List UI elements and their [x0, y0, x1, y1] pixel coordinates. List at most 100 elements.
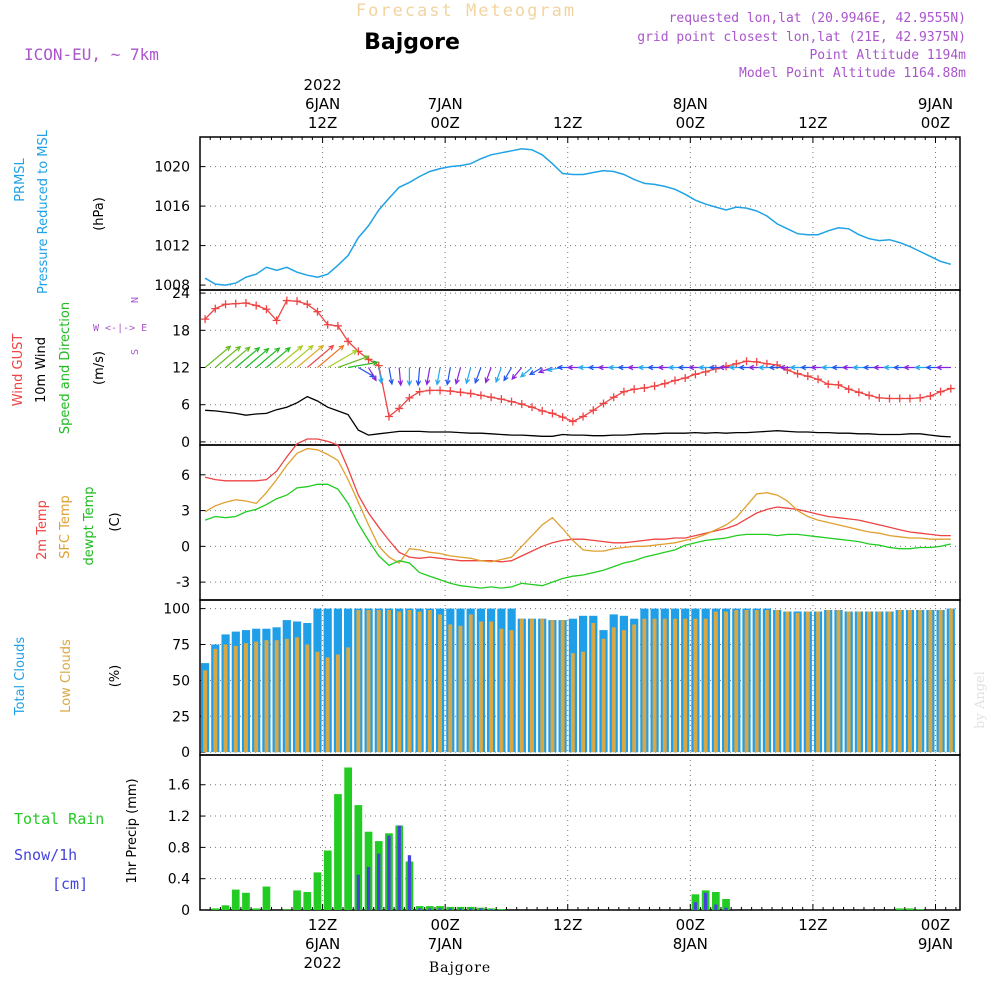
direction-label: Speed and Direction: [58, 302, 73, 434]
gust-point: [282, 296, 291, 305]
wind-direction-arrow: [266, 346, 291, 368]
low-cloud-bar: [274, 640, 279, 753]
time-label: 8JAN: [673, 95, 708, 113]
y-tick-label: 0.8: [168, 840, 190, 856]
low-cloud-bar: [346, 647, 351, 753]
gust-point: [538, 406, 547, 415]
gust-line: [204, 299, 951, 423]
gust-point: [834, 380, 843, 389]
rain-bar: [221, 905, 230, 910]
time-label: 00Z: [430, 916, 459, 934]
time-label: 12Z: [798, 114, 827, 132]
wind-direction-arrow: [337, 355, 370, 369]
gust-point: [466, 389, 475, 398]
time-label: 12Z: [553, 114, 582, 132]
y-tick-label: 75: [172, 637, 190, 653]
low-cloud-bar: [468, 614, 473, 753]
rain-bar: [426, 906, 434, 910]
pressure-line: [204, 148, 952, 286]
wind-direction-arrow: [327, 349, 359, 369]
rain-bar: [242, 892, 250, 910]
time-label: 12Z: [308, 916, 337, 934]
model-label: ICON-EU, ~ 7km: [24, 45, 159, 64]
gust-point: [671, 376, 679, 385]
gust-point: [660, 379, 669, 388]
gust-point: [803, 372, 812, 381]
low-cloud-bar: [284, 638, 289, 753]
snow-bar: [366, 866, 371, 910]
low-cloud-bar: [662, 618, 667, 753]
gust-point: [609, 393, 618, 402]
time-label: 2022: [303, 954, 341, 972]
low-cloud-bar: [336, 654, 340, 753]
compass-north: N: [130, 297, 141, 303]
snow-bar: [693, 902, 698, 910]
low-cloud-bar: [703, 618, 708, 753]
rain-bar: [303, 892, 312, 910]
wind-direction-arrow: [214, 345, 242, 368]
low-cloud-bar: [856, 611, 861, 753]
wind-direction-arrow: [406, 367, 413, 387]
wind-direction-arrow: [435, 367, 441, 386]
low-cloud-bar: [744, 610, 749, 753]
y-tick-label: 12: [172, 361, 190, 377]
time-label: 6JAN: [305, 95, 340, 113]
y-tick-label: 1.6: [168, 778, 190, 794]
y-tick-label: 0: [181, 903, 190, 919]
snow-bar: [714, 904, 718, 910]
rain-bar: [283, 909, 291, 910]
snow-bar: [458, 908, 463, 910]
compass-south: S: [130, 349, 141, 355]
gust-label: Wind GUST: [11, 334, 26, 407]
requested-coords: requested lon,lat (20.9946E, 42.9555N): [669, 11, 966, 26]
gust-point: [568, 417, 577, 426]
low-cloud-bar: [826, 610, 831, 753]
snow-bar: [489, 909, 493, 910]
wind-direction-arrow: [495, 367, 502, 384]
temp2m-line: [204, 438, 951, 563]
wind-direction-arrow: [367, 367, 377, 382]
low-cloud-bar: [540, 618, 545, 753]
dewpt-line: [204, 483, 951, 589]
forecast-title: Forecast Meteogram: [356, 1, 576, 21]
gust-point: [630, 385, 639, 394]
time-label: 00Z: [921, 916, 950, 934]
rain-bar: [906, 908, 914, 910]
gust-point: [844, 385, 853, 394]
low-cloud-bar: [509, 630, 514, 753]
time-label: 2022: [303, 76, 341, 94]
wind-direction-arrow: [519, 367, 533, 378]
gust-point: [814, 375, 823, 384]
gust-point: [946, 384, 955, 393]
gust-point: [405, 393, 414, 402]
pressure-panel: [204, 148, 952, 286]
wind10m-label: 10m Wind: [34, 337, 49, 403]
wind-direction-arrow: [286, 344, 314, 368]
low-cloud-bar: [397, 611, 402, 753]
gust-point: [589, 406, 598, 415]
low-cloud-bar: [407, 610, 412, 753]
gust-point: [395, 404, 404, 413]
low-cloud-bar: [805, 611, 810, 753]
low-cloud-bar: [479, 621, 483, 753]
gust-point: [211, 304, 220, 313]
wind-direction-arrow: [378, 367, 384, 385]
rain-bar: [895, 908, 904, 910]
low-cloud-bar: [203, 670, 208, 753]
wind-direction-arrow: [225, 346, 251, 368]
y-tick-label: 0: [181, 539, 190, 555]
low-cloud-bar: [836, 610, 841, 753]
wind-direction-arrow: [415, 367, 422, 387]
low-cloud-bar: [427, 610, 432, 753]
snow-bar: [418, 908, 422, 910]
time-label: 00Z: [430, 114, 459, 132]
rain-bar: [436, 906, 444, 910]
low-cloud-bar: [376, 610, 381, 753]
point-altitude: Point Altitude 1194m: [809, 48, 966, 63]
wind-direction-arrow: [255, 347, 281, 368]
gust-point: [201, 315, 210, 324]
low-cloud-bar: [846, 611, 851, 753]
rain-bar: [691, 894, 700, 910]
wind-direction-arrow: [204, 345, 232, 368]
wind-panel: [201, 296, 955, 438]
